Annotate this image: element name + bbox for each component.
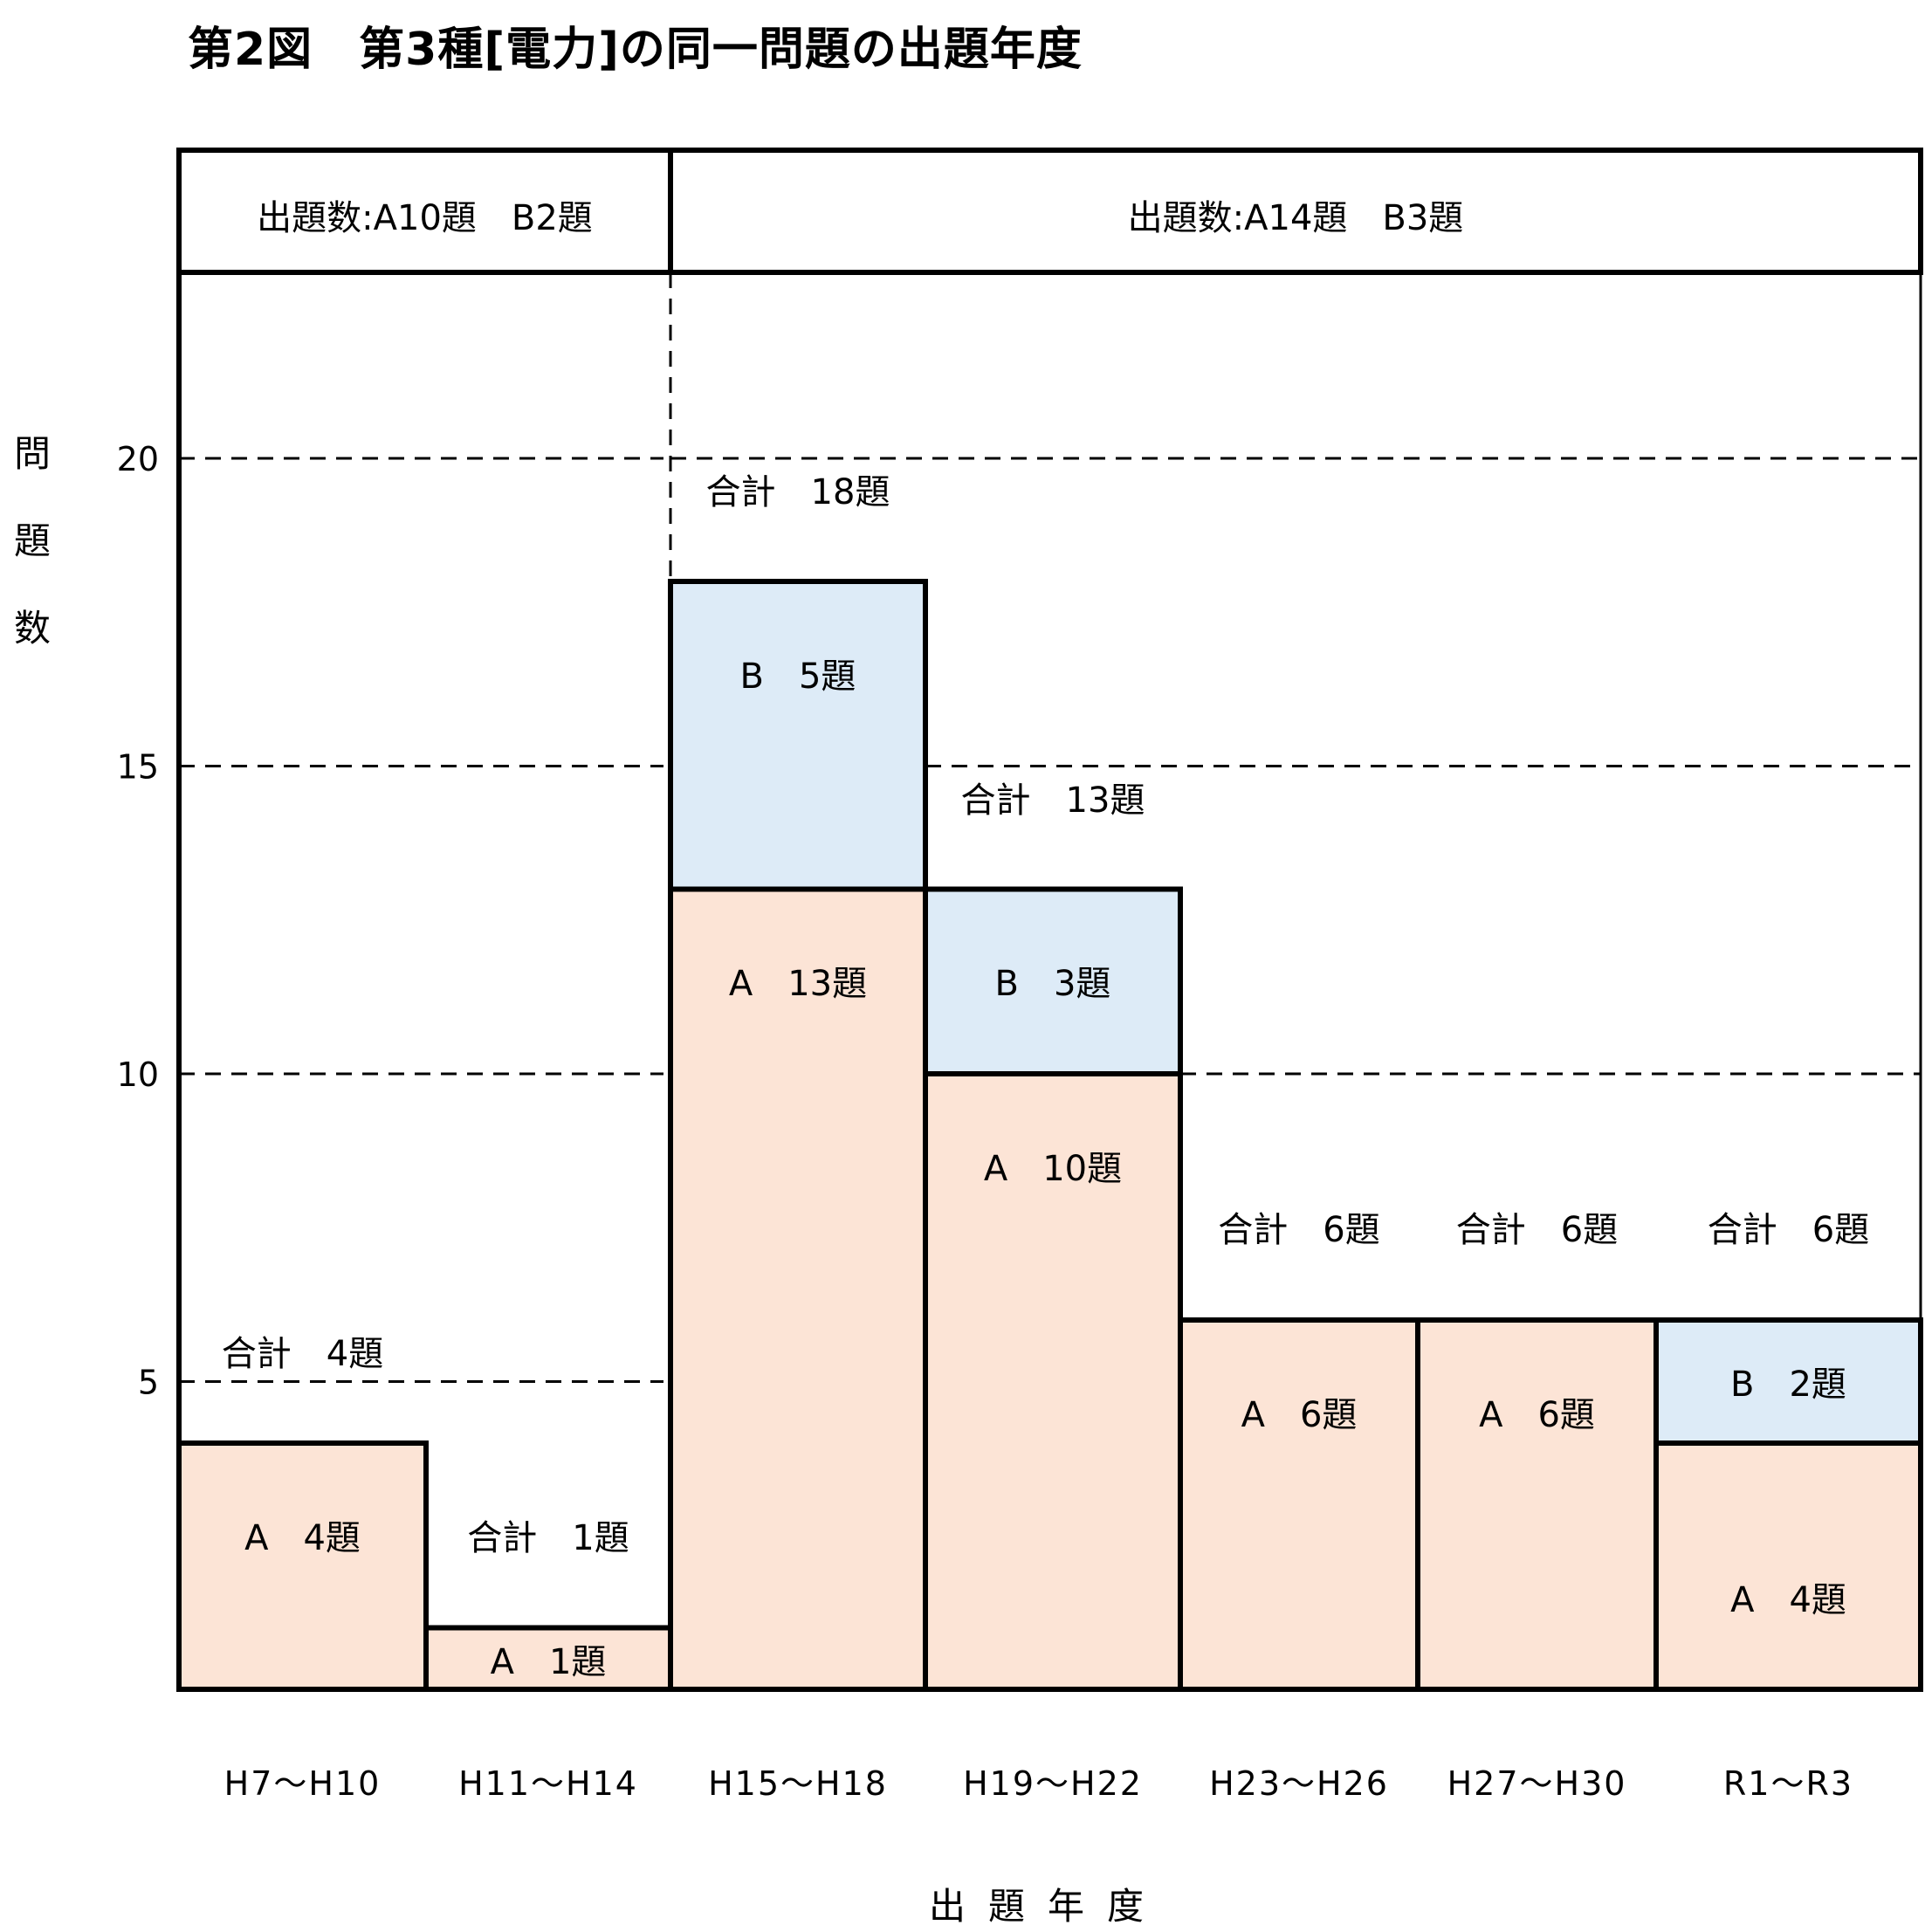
bar-a-7 bbox=[1653, 1440, 1923, 1692]
x-tick-label-5: H23～H26 bbox=[1209, 1764, 1389, 1803]
y-tick-label-5: 5 bbox=[138, 1364, 159, 1402]
total-label-5: 合計 6題 bbox=[1218, 1210, 1379, 1250]
total-label-1: 合計 4題 bbox=[222, 1334, 383, 1374]
bar-a-5 bbox=[1178, 1317, 1420, 1692]
total-label-7: 合計 6題 bbox=[1708, 1210, 1869, 1250]
header-group-label-2: 出題数:A14題 B3題 bbox=[1127, 198, 1464, 238]
total-label-6: 合計 6題 bbox=[1456, 1210, 1618, 1250]
y-axis-label: 問題数 bbox=[10, 410, 54, 672]
bar-a-4 bbox=[923, 1071, 1183, 1692]
bar-b-7 bbox=[1653, 1317, 1923, 1446]
gridlines bbox=[179, 272, 1921, 1383]
bar-a-label-3: A 13題 bbox=[729, 964, 867, 1004]
x-tick-label-1: H7～H10 bbox=[224, 1764, 382, 1803]
total-label-4: 合計 13題 bbox=[961, 780, 1145, 821]
bar-b-label-3: B 5題 bbox=[740, 657, 856, 697]
bar-b-4 bbox=[923, 886, 1183, 1076]
y-tick-label-20: 20 bbox=[117, 440, 159, 478]
bar-b-3 bbox=[668, 579, 928, 892]
bar-a-6 bbox=[1415, 1317, 1659, 1692]
y-axis-label-char: 数 bbox=[13, 607, 51, 650]
header-group-label-1: 出題数:A10題 B2題 bbox=[257, 198, 593, 238]
total-label-2: 合計 1題 bbox=[467, 1518, 629, 1558]
bar-a-3 bbox=[668, 886, 928, 1692]
bar-a-1 bbox=[176, 1440, 429, 1692]
bar-a-label-5: A 6題 bbox=[1241, 1395, 1358, 1435]
x-tick-label-4: H19～H22 bbox=[963, 1764, 1143, 1803]
x-tick-label-7: R1～R3 bbox=[1723, 1764, 1853, 1803]
x-tick-label-2: H11～H14 bbox=[458, 1764, 638, 1803]
bar-a-label-1: A 4題 bbox=[244, 1518, 361, 1558]
bars bbox=[176, 579, 1923, 1692]
bar-a-label-4: A 10題 bbox=[984, 1149, 1122, 1189]
chart-title: 第2図 第3種[電力]の同一問題の出題年度 bbox=[188, 24, 1083, 76]
x-tick-label-3: H15～H18 bbox=[708, 1764, 888, 1803]
labels: 5 10 15 20 A 4題 合計 4題 H7～H10 A 1題 合計 1題 H11～H14 A … bbox=[117, 440, 1870, 1803]
bar-a-label-2: A 1題 bbox=[491, 1642, 607, 1682]
x-tick-label-6: H27～H30 bbox=[1447, 1764, 1627, 1803]
y-axis-label-char: 問 bbox=[13, 432, 51, 475]
x-axis-label: 出題年度 bbox=[928, 1885, 1166, 1928]
y-tick-label-15: 15 bbox=[117, 748, 159, 787]
bar-a-label-6: A 6題 bbox=[1479, 1395, 1595, 1435]
y-axis-label-char: 題 bbox=[13, 519, 51, 562]
bar-a-label-7: A 4題 bbox=[1730, 1580, 1846, 1620]
header-band bbox=[176, 148, 1923, 275]
y-tick-label-10: 10 bbox=[117, 1055, 159, 1094]
total-label-3: 合計 18題 bbox=[706, 472, 890, 512]
bar-b-label-4: B 3題 bbox=[995, 964, 1111, 1004]
frame bbox=[176, 148, 1923, 1692]
bar-b-label-7: B 2題 bbox=[1730, 1365, 1846, 1405]
